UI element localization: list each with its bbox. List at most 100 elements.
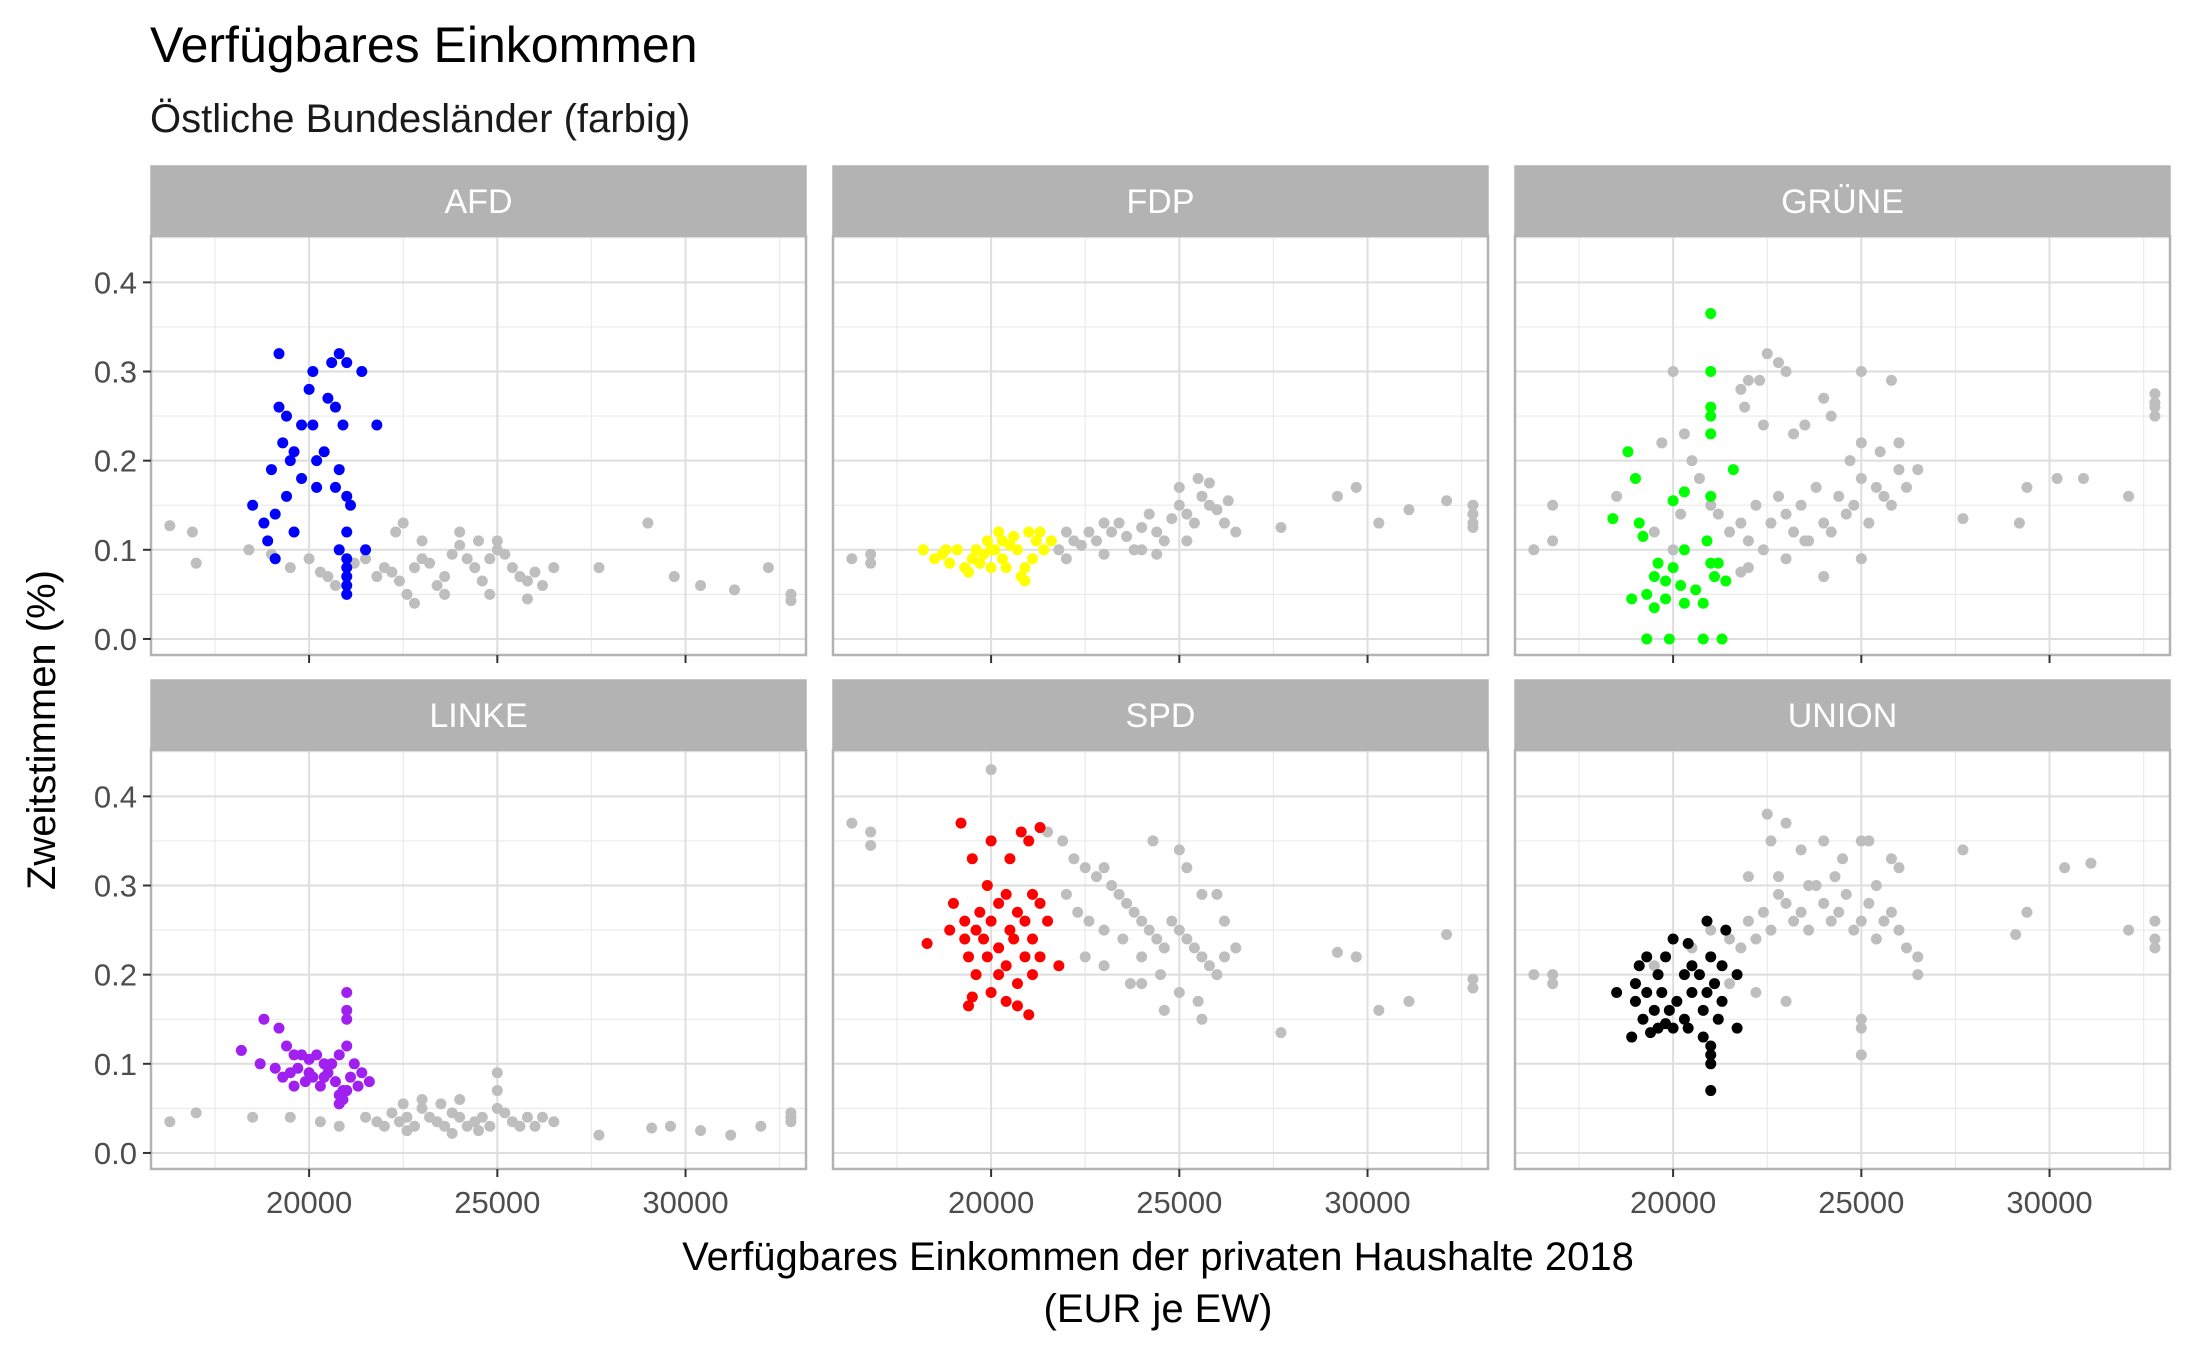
data-point-west bbox=[1735, 567, 1746, 578]
data-point-east bbox=[258, 1014, 269, 1025]
data-point-west bbox=[1773, 889, 1784, 900]
data-point-west bbox=[1856, 1049, 1867, 1060]
data-point-east bbox=[918, 544, 929, 555]
data-point-west bbox=[1373, 518, 1384, 529]
data-point-west bbox=[1611, 491, 1622, 502]
data-point-west bbox=[439, 589, 450, 600]
data-point-west bbox=[1166, 513, 1177, 524]
data-point-east bbox=[1611, 987, 1622, 998]
data-point-west bbox=[2149, 916, 2160, 927]
data-point-west bbox=[1799, 419, 1810, 430]
data-point-east bbox=[959, 933, 970, 944]
data-point-east bbox=[1705, 491, 1716, 502]
data-point-west bbox=[1136, 522, 1147, 533]
data-point-east bbox=[1645, 1027, 1656, 1038]
data-point-east bbox=[978, 933, 989, 944]
data-point-west bbox=[1781, 366, 1792, 377]
data-point-west bbox=[2123, 925, 2134, 936]
data-point-west bbox=[646, 1122, 657, 1133]
data-point-west bbox=[1547, 535, 1558, 546]
y-tick-label: 0.0 bbox=[94, 622, 137, 657]
data-point-west bbox=[1181, 933, 1192, 944]
data-point-west bbox=[1080, 862, 1091, 873]
data-point-east bbox=[1694, 969, 1705, 980]
data-point-west bbox=[1743, 916, 1754, 927]
data-point-west bbox=[1743, 871, 1754, 882]
data-point-west bbox=[1211, 889, 1222, 900]
data-point-west bbox=[1912, 464, 1923, 475]
data-point-west bbox=[1219, 916, 1230, 927]
data-point-west bbox=[1765, 835, 1776, 846]
data-point-west bbox=[1129, 907, 1140, 918]
data-point-east bbox=[311, 482, 322, 493]
data-point-east bbox=[1698, 633, 1709, 644]
data-point-west bbox=[725, 1130, 736, 1141]
data-point-west bbox=[1099, 925, 1110, 936]
panel-background bbox=[833, 236, 1488, 655]
data-point-west bbox=[1750, 933, 1761, 944]
data-point-west bbox=[2149, 397, 2160, 408]
data-point-west bbox=[473, 1125, 484, 1136]
data-point-east bbox=[289, 1081, 300, 1092]
data-point-west bbox=[1826, 526, 1837, 537]
x-axis-title-unit: (EUR je EW) bbox=[1044, 1287, 1273, 1331]
data-point-east bbox=[963, 1000, 974, 1011]
data-point-east bbox=[1668, 495, 1679, 506]
data-point-west bbox=[1528, 969, 1539, 980]
data-point-west bbox=[432, 580, 443, 591]
data-point-west bbox=[1893, 925, 1904, 936]
data-point-east bbox=[1679, 598, 1690, 609]
data-point-east bbox=[1720, 925, 1731, 936]
data-point-west bbox=[386, 1107, 397, 1118]
data-point-west bbox=[164, 1116, 175, 1127]
data-point-west bbox=[1841, 509, 1852, 520]
data-point-west bbox=[1863, 518, 1874, 529]
data-point-west bbox=[1053, 544, 1064, 555]
data-point-east bbox=[270, 509, 281, 520]
data-point-east bbox=[285, 455, 296, 466]
y-tick-label: 0.3 bbox=[94, 869, 137, 904]
data-point-west bbox=[1547, 969, 1558, 980]
x-tick-label: 25000 bbox=[454, 1185, 540, 1220]
data-point-west bbox=[243, 544, 254, 555]
data-point-west bbox=[1121, 898, 1132, 909]
data-point-west bbox=[1848, 500, 1859, 511]
y-tick-label: 0.4 bbox=[94, 779, 137, 814]
facet-strip-label: AFD bbox=[445, 183, 513, 221]
data-point-east bbox=[1675, 580, 1686, 591]
data-point-west bbox=[1901, 942, 1912, 953]
data-point-west bbox=[695, 1125, 706, 1136]
data-point-west bbox=[593, 1130, 604, 1141]
data-point-west bbox=[379, 1121, 390, 1132]
data-point-west bbox=[1818, 571, 1829, 582]
data-point-west bbox=[1765, 518, 1776, 529]
data-point-west bbox=[785, 595, 796, 606]
data-point-west bbox=[1114, 518, 1125, 529]
data-point-west bbox=[1072, 907, 1083, 918]
data-point-west bbox=[1803, 925, 1814, 936]
y-tick-label: 0.2 bbox=[94, 444, 137, 479]
data-point-west bbox=[1083, 916, 1094, 927]
data-point-east bbox=[1649, 1005, 1660, 1016]
data-point-west bbox=[1189, 942, 1200, 953]
data-point-east bbox=[292, 1063, 303, 1074]
data-point-west bbox=[1068, 853, 1079, 864]
data-point-west bbox=[1211, 969, 1222, 980]
data-point-west bbox=[1144, 925, 1155, 936]
data-point-east bbox=[1732, 969, 1743, 980]
data-point-west bbox=[409, 562, 420, 573]
data-point-east bbox=[1701, 987, 1712, 998]
data-point-west bbox=[484, 589, 495, 600]
data-point-east bbox=[247, 500, 258, 511]
data-point-west bbox=[1826, 916, 1837, 927]
data-point-west bbox=[1893, 862, 1904, 873]
data-point-east bbox=[1679, 969, 1690, 980]
data-point-west bbox=[394, 576, 405, 587]
data-point-east bbox=[986, 544, 997, 555]
data-point-west bbox=[1196, 951, 1207, 962]
data-point-east bbox=[356, 1067, 367, 1078]
data-point-west bbox=[1796, 844, 1807, 855]
data-point-east bbox=[1001, 996, 1012, 1007]
data-point-west bbox=[1193, 996, 1204, 1007]
data-point-west bbox=[1781, 996, 1792, 1007]
